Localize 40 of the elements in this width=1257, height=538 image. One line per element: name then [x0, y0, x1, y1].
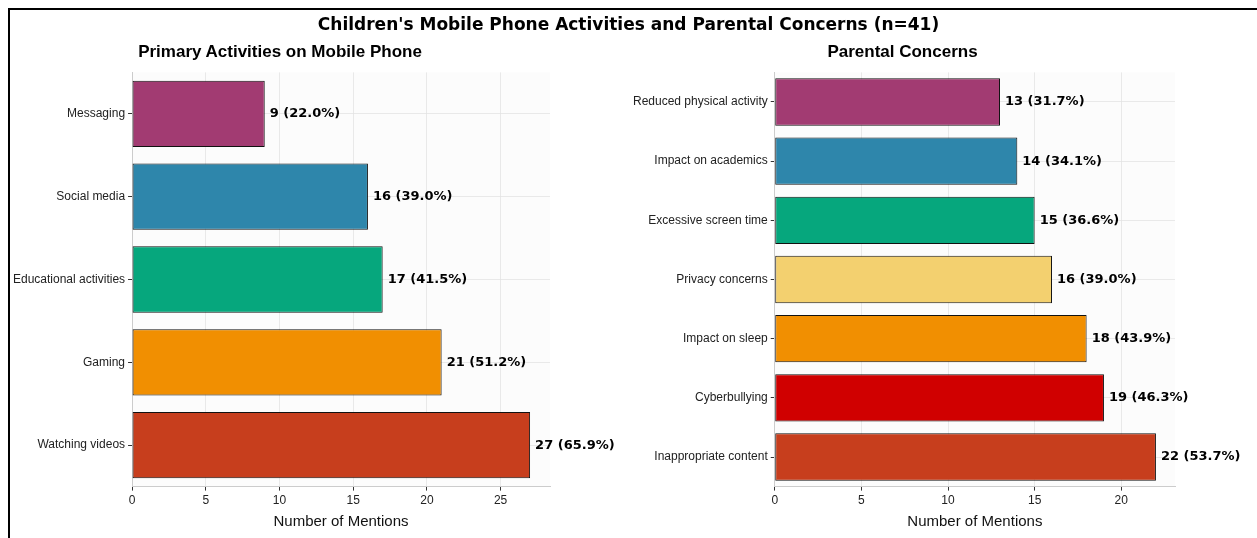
x-tick-label: 0 — [771, 493, 779, 508]
x-tick-label: 20 — [1114, 493, 1129, 508]
x-tick-label: 15 — [1027, 493, 1042, 508]
x-axis-title: Number of Mentions — [907, 512, 1043, 530]
x-tick-label: 0 — [128, 493, 136, 508]
data-label: 17 (41.5%) — [387, 270, 468, 286]
data-label: 16 (39.0%) — [372, 188, 453, 204]
data-label: 15 (36.6%) — [1039, 211, 1120, 227]
x-tick-label: 25 — [493, 493, 508, 508]
y-tick-label: Privacy concerns — [676, 271, 768, 286]
text: Children's Mobile Phone Activities and Parental Concerns (n=41) — [316, 14, 941, 34]
y-tick-label: Messaging — [67, 106, 126, 121]
x-axis-title: Number of Mentions — [273, 512, 409, 530]
x-tick-label: 5 — [858, 493, 866, 508]
y-tick-label: Inappropriate content — [654, 449, 769, 464]
y-tick-label: Educational activities — [13, 271, 126, 286]
chart-title: Primary Activities on Mobile Phone — [138, 41, 422, 61]
data-label: 19 (46.3%) — [1108, 389, 1189, 405]
x-tick-label: 10 — [272, 493, 287, 508]
data-label: 21 (51.2%) — [446, 353, 527, 369]
y-tick-label: Impact on sleep — [683, 330, 769, 345]
y-tick-label: Cyberbullying — [695, 390, 768, 405]
y-tick-label: Impact on academics — [654, 153, 768, 168]
y-tick-label: Social media — [56, 188, 126, 203]
data-label: 22 (53.7%) — [1160, 448, 1241, 464]
data-label: 18 (43.9%) — [1091, 330, 1172, 346]
data-label: 16 (39.0%) — [1056, 270, 1137, 286]
y-tick-label: Watching videos — [37, 437, 126, 452]
data-label: 13 (31.7%) — [1004, 93, 1085, 109]
x-tick-label: 20 — [420, 493, 434, 508]
x-tick-label: 5 — [202, 493, 210, 508]
x-tick-label: 10 — [941, 493, 955, 508]
y-tick-label: Gaming — [83, 354, 126, 369]
data-label: 27 (65.9%) — [535, 436, 615, 452]
data-label: 9 (22.0%) — [269, 105, 341, 121]
y-tick-label: Reduced physical activity — [633, 94, 768, 109]
data-label: 14 (34.1%) — [1022, 152, 1102, 168]
chart-title: Parental Concerns — [827, 41, 978, 61]
y-tick-label: Excessive screen time — [648, 212, 769, 227]
x-tick-label: 15 — [346, 493, 361, 508]
